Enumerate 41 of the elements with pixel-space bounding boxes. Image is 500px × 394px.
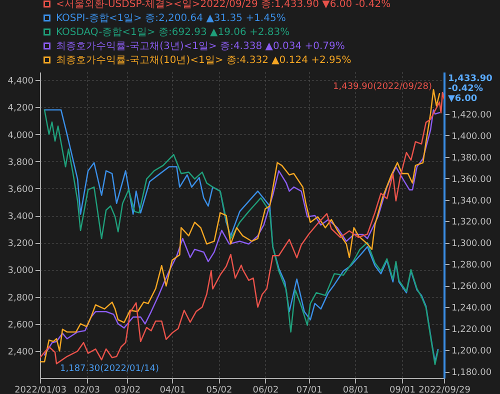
y-tick-label: 3,400	[8, 212, 34, 222]
y2-tick-label: 1,400.00	[452, 132, 492, 142]
y2-tick-label: 1,240.00	[452, 304, 492, 314]
x-tick-label: 2022/09/29	[418, 386, 471, 394]
y-tick-label: 4,200	[8, 104, 34, 114]
y2-tick-label: 1,200.00	[452, 346, 492, 357]
x-tick-label: 02/03	[74, 386, 100, 394]
x-tick-label: 05/02	[206, 386, 232, 394]
legend-label: 최종호가수익률-국고채(3년)<1일> 종:4.338 ▲0.034 +0.79%	[56, 41, 345, 52]
legend-label: KOSPI-종합<1일> 종:2,200.64 ▲31.35 +1.45%	[56, 13, 286, 24]
y-tick-label: 4,400	[8, 76, 34, 87]
annotation: 1,187.30(2022/01/14)	[60, 364, 159, 374]
y-tick-label: 4,000	[8, 130, 34, 141]
y2-tick-label: 1,360.00	[452, 174, 492, 185]
x-tick-label: 08/01	[342, 386, 369, 394]
x-tick-label: 06/02	[252, 386, 279, 394]
x-tick-label: 07/01	[296, 386, 322, 394]
x-tick-label: 09/01	[389, 386, 416, 394]
legend-label: 최종호가수익률-국고채(10년)<1일> 종:4.332 ▲0.124 +2.95%	[56, 55, 352, 66]
x-tick-label: 03/02	[114, 386, 141, 394]
y2-tick-label: 1,380.00	[452, 153, 492, 164]
y2-tick-label: 1,300.00	[452, 239, 492, 250]
x-tick-label: 2022/01/03	[14, 386, 66, 394]
text: 1,433.90 -0.42% ▼6.00	[448, 74, 492, 104]
y-tick-label: 3,200	[8, 239, 34, 250]
y-tick-label: 2,800	[8, 293, 34, 304]
y2-tick-label: 1,220.00	[452, 325, 492, 336]
y-tick-label: 3,800	[8, 158, 34, 168]
y2-tick-label: 1,320.00	[452, 218, 492, 228]
y-tick-label: 3,600	[8, 184, 34, 195]
y2-tick-label: 1,260.00	[452, 282, 492, 292]
y2-tick-label: 1,280.00	[452, 260, 492, 271]
annotation: 1,439.90(2022/09/28)	[333, 82, 432, 92]
y-tick-label: 2,600	[8, 320, 34, 330]
x-tick-label: 04/01	[160, 386, 186, 394]
y2-tick-label: 1,340.00	[452, 196, 492, 206]
y2-tick-label: 1,420.00	[452, 110, 492, 120]
y2-tick-label: 1,180.00	[452, 368, 492, 378]
y-tick-label: 2,400	[8, 347, 34, 358]
legend-label: KOSDAQ-종합<1일> 종:692.93 ▲19.06 +2.83%	[56, 27, 290, 38]
y-tick-label: 3,000	[8, 266, 34, 276]
